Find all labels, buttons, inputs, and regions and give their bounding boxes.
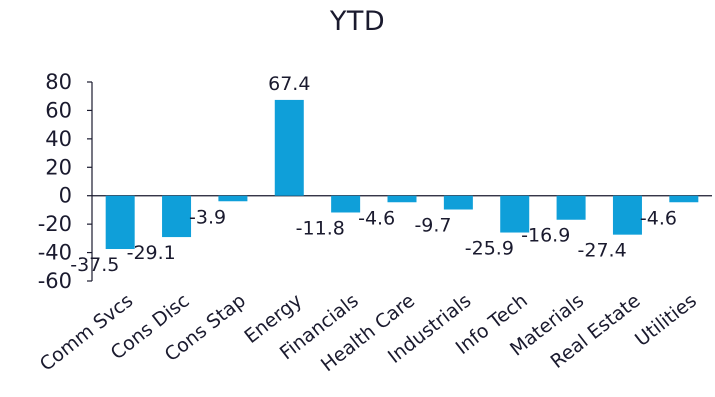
bar: [331, 195, 361, 213]
y-tick-label: 40: [45, 127, 72, 151]
data-label: -37.5: [70, 254, 119, 276]
data-label: -16.9: [521, 225, 570, 247]
y-tick-label: 60: [45, 98, 72, 122]
bar: [105, 195, 135, 250]
data-label: -27.4: [578, 240, 627, 262]
y-tick-label: 20: [45, 155, 72, 179]
bar: [612, 195, 642, 235]
data-label: 67.4: [268, 73, 310, 95]
bar: [274, 99, 304, 196]
category-label: Utilities: [631, 290, 701, 351]
y-tick-label: -20: [38, 212, 72, 236]
y-tick-label: 80: [45, 70, 72, 94]
bar: [162, 195, 192, 238]
bar: [387, 195, 417, 203]
y-tick-label: -40: [38, 241, 72, 265]
data-label: -9.7: [414, 215, 451, 237]
y-tick-label: -60: [38, 269, 72, 293]
bar: [556, 195, 586, 220]
chart-title: YTD: [329, 6, 386, 37]
bar: [218, 195, 248, 202]
y-tick-label: 0: [59, 184, 72, 208]
bar: [443, 195, 473, 210]
data-label: -25.9: [465, 238, 514, 260]
data-label: -11.8: [296, 217, 345, 239]
data-label: -3.9: [189, 206, 226, 228]
data-label: -4.6: [358, 207, 395, 229]
bar: [669, 195, 699, 203]
data-label: -29.1: [127, 242, 176, 264]
data-label: -4.6: [640, 207, 677, 229]
bar: [500, 195, 530, 233]
